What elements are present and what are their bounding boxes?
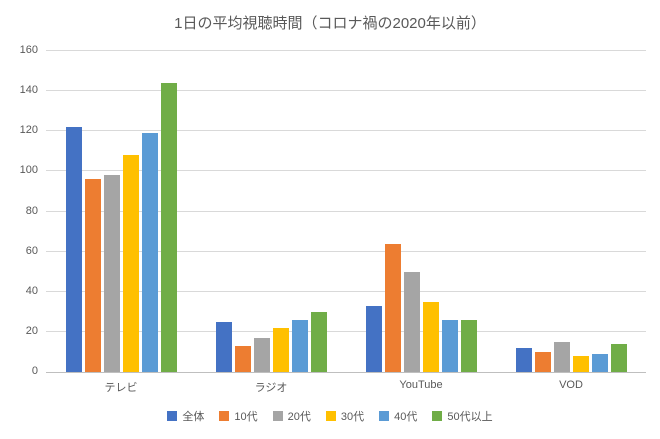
y-tick-label: 20: [25, 324, 38, 337]
bar: [534, 351, 551, 372]
bar: [141, 133, 158, 372]
bar: [272, 327, 289, 372]
bar: [403, 271, 420, 372]
bar: [572, 355, 589, 372]
y-tick-label: 140: [19, 84, 38, 97]
bar: [384, 243, 401, 372]
legend-swatch-icon: [379, 411, 390, 421]
chart-title: 1日の平均視聴時間（コロナ禍の2020年以前）: [174, 15, 486, 32]
legend-label: 30代: [340, 411, 365, 423]
bar: [160, 83, 177, 372]
bar-group: [215, 311, 327, 372]
bar: [441, 319, 458, 372]
y-tick-label: 160: [19, 44, 38, 56]
x-category-label: VOD: [559, 379, 583, 391]
x-axis-labels: テレビ ラジオ YouTube VOD: [46, 379, 646, 395]
bar-groups: [46, 51, 646, 372]
bar: [234, 345, 251, 372]
legend: 全体 10代 20代 30代 40代 50代以上: [0, 408, 660, 424]
y-tick-label: 0: [31, 365, 38, 377]
gridline: [46, 330, 646, 332]
legend-swatch-icon: [272, 411, 283, 421]
legend-swatch-icon: [325, 411, 336, 421]
bar: [215, 321, 232, 372]
bar-group: [515, 341, 627, 372]
x-category-label: YouTube: [399, 379, 443, 391]
y-tick-label: 120: [19, 124, 38, 137]
legend-item: 全体: [167, 408, 204, 424]
legend-swatch-icon: [432, 411, 443, 421]
bar: [422, 301, 439, 372]
legend-swatch-icon: [167, 411, 178, 421]
legend-swatch-icon: [219, 411, 230, 421]
legend-item: 10代: [219, 408, 258, 424]
bar: [84, 179, 101, 372]
bar: [460, 319, 477, 372]
legend-item: 30代: [325, 408, 365, 424]
bar: [253, 337, 270, 372]
legend-label: 40代: [394, 411, 418, 423]
gridline: [46, 50, 646, 51]
bar: [310, 311, 327, 372]
bar: [553, 341, 570, 372]
bar: [365, 305, 382, 372]
gridline: [46, 250, 646, 252]
y-tick-label: 100: [19, 164, 38, 177]
plot-area: [46, 50, 646, 373]
gridline: [46, 90, 646, 92]
y-tick-label: 60: [25, 244, 38, 257]
bar: [515, 347, 532, 372]
legend-label: 全体: [182, 411, 205, 423]
gridline: [46, 290, 646, 292]
bar: [610, 343, 627, 372]
legend-label: 10代: [234, 411, 258, 423]
bar: [291, 319, 308, 372]
gridline: [46, 210, 646, 212]
gridline: [46, 170, 646, 172]
y-tick-label: 40: [25, 284, 38, 297]
y-axis: 0 20 40 60 80 100 120 140 160: [0, 45, 38, 377]
gridline: [46, 130, 646, 132]
bar: [65, 127, 82, 372]
x-category-label: テレビ: [104, 382, 138, 394]
legend-item: 50代以上: [432, 408, 493, 424]
bar: [103, 175, 120, 372]
bar: [591, 353, 608, 372]
legend-label: 50代以上: [447, 411, 493, 423]
legend-item: 20代: [272, 408, 311, 424]
bar-group: [65, 83, 177, 372]
bar-group: [365, 243, 477, 372]
y-tick-label: 80: [25, 204, 38, 217]
bar: [122, 155, 139, 372]
x-category-label: ラジオ: [254, 382, 288, 394]
legend-item: 40代: [379, 408, 417, 424]
legend-label: 20代: [287, 411, 311, 423]
